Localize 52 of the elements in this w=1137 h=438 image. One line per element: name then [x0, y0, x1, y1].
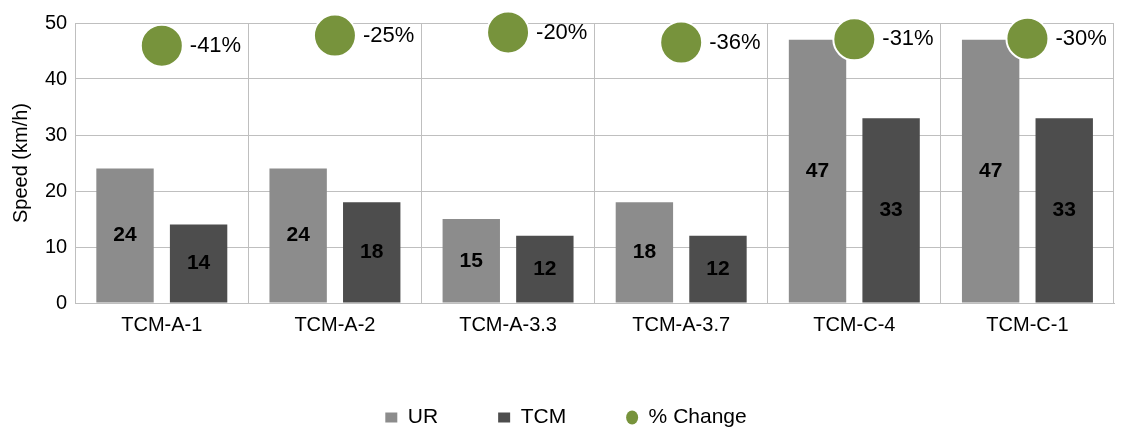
bar: [96, 168, 154, 303]
legend-label: UR: [407, 404, 439, 428]
data-label: -30%: [1055, 24, 1107, 50]
point: [832, 17, 877, 62]
bar: [516, 235, 574, 303]
data-label: -20%: [536, 18, 588, 44]
data-label: -36%: [709, 28, 761, 54]
data-label: -41%: [189, 31, 242, 57]
y-tick-label: 20: [45, 178, 68, 201]
data-label: 47: [805, 157, 830, 181]
data-label: 12: [706, 255, 730, 279]
bar: [269, 168, 327, 303]
x-tick-label: TCM-A-3.3: [459, 312, 557, 335]
x-tick-label: TCM-A-2: [294, 312, 376, 335]
bar: [788, 39, 847, 303]
bar: [961, 39, 1020, 303]
y-tick-label: 40: [45, 66, 68, 89]
y-tick-label: 0: [56, 290, 68, 313]
x-tick-label: TCM-A-1: [121, 312, 203, 335]
y-tick-label: 30: [45, 122, 68, 145]
bar: [1035, 118, 1093, 303]
data-label: -25%: [362, 21, 415, 47]
y-tick-label: 10: [45, 234, 68, 257]
point: [1005, 16, 1050, 61]
data-label: 18: [360, 239, 384, 263]
y-axis-title: Speed (km/h): [8, 102, 31, 224]
data-label: 33: [1052, 197, 1076, 221]
data-label: 33: [879, 197, 903, 221]
bar: [442, 219, 500, 303]
x-tick-label: TCM-C-4: [813, 312, 896, 335]
point: [486, 10, 531, 55]
data-label: -31%: [882, 25, 934, 51]
point: [659, 20, 704, 65]
bar: [689, 235, 747, 303]
data-label: 47: [978, 157, 1003, 181]
legend-label: TCM: [520, 404, 567, 428]
x-tick-label: TCM-A-3.7: [632, 312, 731, 335]
bar: [615, 202, 674, 303]
y-tick-label: 50: [45, 10, 68, 33]
point: [312, 13, 357, 58]
data-label: 12: [533, 255, 557, 279]
data-label: 15: [459, 247, 484, 271]
point: [139, 23, 184, 68]
data-label: 24: [286, 222, 311, 246]
legend-label: % Change: [648, 404, 747, 428]
x-tick-label: TCM-C-1: [986, 312, 1069, 335]
bar: [169, 224, 228, 303]
bar: [343, 202, 401, 303]
bar: [862, 118, 920, 303]
data-label: 24: [113, 222, 138, 246]
data-label: 14: [186, 250, 211, 274]
data-label: 18: [632, 239, 657, 263]
